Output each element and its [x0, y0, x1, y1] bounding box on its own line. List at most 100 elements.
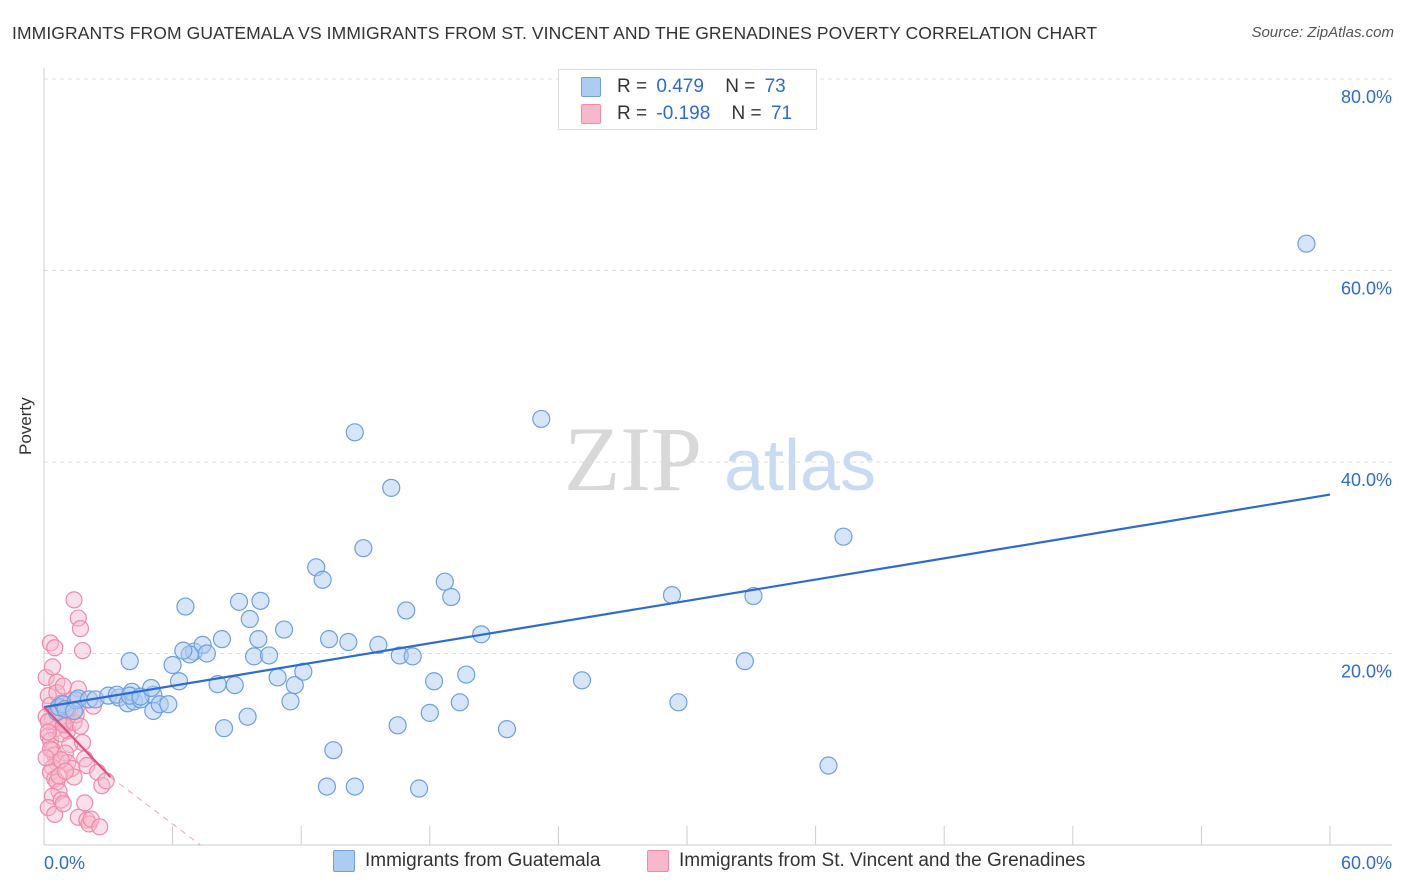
pink-trend-line: [43, 706, 112, 778]
pink-point: [71, 620, 90, 638]
pink-point: [54, 795, 72, 813]
blue-point: [319, 630, 339, 649]
trend-lines: [43, 493, 1331, 846]
legend-n-label: N =: [725, 76, 756, 97]
pink-series-points: [37, 591, 115, 836]
pink-point: [46, 639, 64, 657]
blue-point: [281, 692, 300, 711]
pink-point: [76, 794, 94, 812]
bottom-legend-st-vincent: Immigrants from St. Vincent and the Gren…: [647, 850, 1085, 872]
blue-point: [735, 652, 754, 671]
pink-point: [41, 740, 60, 758]
blue-point: [317, 777, 337, 796]
pink-point: [73, 642, 92, 660]
pink-point: [65, 768, 83, 786]
blue-point: [249, 630, 268, 649]
blue-point: [497, 720, 517, 739]
source-label: Source: ZipAtlas.com: [1251, 24, 1394, 41]
legend-r-value: 0.479: [656, 76, 704, 97]
blue-point: [238, 707, 257, 726]
blue-trend-line: [43, 493, 1331, 709]
pink-point: [39, 723, 57, 741]
gridlines: [44, 78, 1392, 654]
correlation-legend: R = 0.479 N = 73 R = -0.198 N = 71: [558, 69, 817, 130]
blue-point: [450, 693, 469, 712]
y-tick-label: 40.0%: [1341, 470, 1392, 490]
blue-point: [214, 719, 234, 738]
pink-point: [56, 762, 75, 780]
blue-point: [212, 630, 231, 649]
pink-point: [78, 756, 96, 775]
blue-point: [159, 695, 178, 714]
bottom-legend-label: Immigrants from St. Vincent and the Gren…: [679, 850, 1086, 871]
y-tick-label: 60.0%: [1341, 279, 1392, 299]
pink-trend-extension: [110, 776, 201, 846]
blue-point: [169, 672, 189, 691]
blue-point: [345, 777, 364, 796]
blue-point: [244, 647, 264, 666]
blue-point: [274, 620, 294, 639]
legend-r-value: -0.198: [656, 103, 711, 124]
pink-point: [54, 677, 72, 695]
blue-point: [435, 572, 454, 591]
y-tick-label: 80.0%: [1341, 87, 1392, 107]
blue-series-points: [47, 234, 1316, 798]
blue-point: [251, 591, 270, 610]
watermark: ZIP atlas: [564, 408, 876, 510]
blue-point: [345, 423, 364, 442]
x-tick-label: 60.0%: [1341, 853, 1392, 873]
blue-point: [176, 597, 195, 616]
blue-point: [1297, 234, 1316, 253]
blue-point: [403, 647, 422, 666]
blue-point: [819, 756, 838, 775]
pink-point: [69, 609, 87, 627]
blue-point: [662, 585, 682, 605]
bottom-legend-swatch-blue: [333, 850, 355, 872]
bottom-legend-guatemala: Immigrants from Guatemala: [333, 850, 600, 872]
blue-point: [259, 646, 279, 665]
blue-point: [397, 601, 416, 620]
blue-point: [324, 741, 343, 760]
pink-point: [43, 658, 62, 676]
watermark-zip: ZIP: [564, 408, 702, 510]
blue-point: [120, 652, 139, 671]
pink-point: [91, 818, 109, 836]
blue-point: [409, 779, 429, 798]
blue-point: [229, 592, 249, 611]
legend-n-value: 71: [770, 103, 793, 124]
blue-point: [834, 527, 853, 546]
legend-n-label: N =: [731, 103, 762, 124]
legend-r-label: R =: [617, 76, 648, 97]
pink-point: [61, 735, 79, 754]
blue-point: [442, 587, 461, 607]
blue-point: [382, 478, 401, 497]
pink-point: [37, 749, 55, 767]
pink-point: [65, 591, 83, 609]
blue-point: [64, 701, 84, 721]
blue-point: [197, 644, 216, 663]
blue-point: [174, 641, 193, 660]
chart-title: IMMIGRANTS FROM GUATEMALA VS IMMIGRANTS …: [12, 23, 1098, 43]
blue-point: [163, 655, 182, 675]
legend-swatch-blue: [581, 77, 601, 97]
blue-point: [572, 671, 592, 690]
watermark-atlas: atlas: [724, 426, 876, 506]
blue-point: [424, 672, 444, 691]
blue-point: [225, 675, 244, 695]
y-tick-label: 20.0%: [1341, 662, 1392, 682]
blue-point: [369, 635, 388, 654]
bottom-legend-swatch-pink: [647, 850, 669, 872]
legend-r-label: R =: [617, 103, 648, 124]
blue-point: [669, 693, 688, 712]
blue-point: [268, 668, 287, 687]
bottom-legend-label: Immigrants from Guatemala: [365, 850, 601, 871]
blue-point: [744, 586, 763, 606]
legend-n-value: 73: [764, 76, 786, 97]
axes: [43, 68, 1392, 846]
blue-point: [457, 665, 476, 684]
x-tick-label: 0.0%: [44, 853, 85, 873]
blue-point: [354, 539, 373, 558]
blue-point: [313, 570, 332, 589]
y-axis-label: Poverty: [16, 397, 35, 455]
